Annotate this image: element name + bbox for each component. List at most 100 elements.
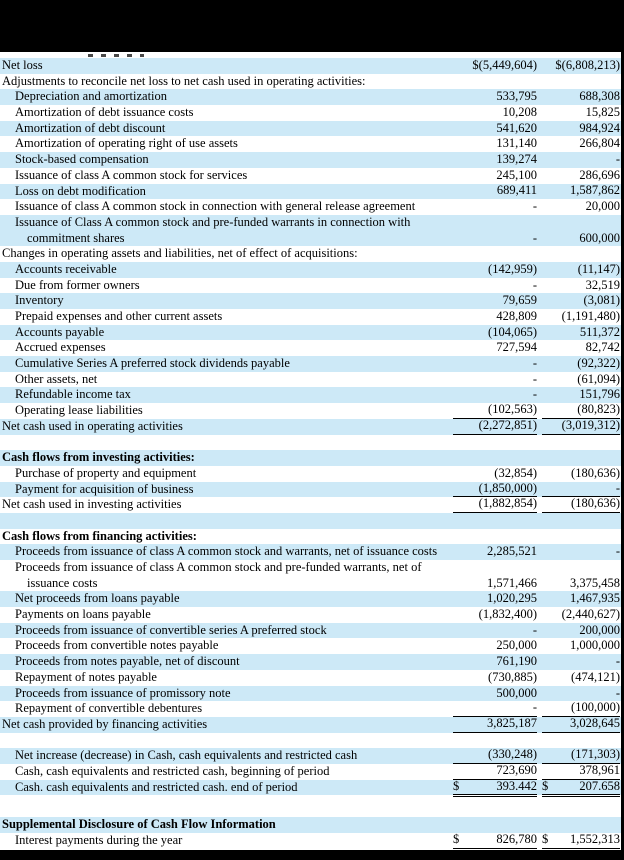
row-label-text: Operating lease liabilities bbox=[15, 403, 143, 418]
row-label: Purchase of property and equipment bbox=[2, 466, 453, 482]
value-prior-period: - bbox=[542, 481, 620, 498]
table-row: Accounts receivable (142,959) (11,147) bbox=[0, 262, 624, 278]
value-prior-period: (171,303) bbox=[542, 747, 620, 764]
amount-text: (80,823) bbox=[577, 402, 620, 417]
amount-text: - bbox=[615, 152, 620, 167]
row-label-text: Amortization of debt discount bbox=[15, 120, 166, 135]
clipped-text-remnant bbox=[88, 54, 144, 57]
row-label-text: Repayment of notes payable bbox=[15, 669, 157, 684]
value-prior-period: - bbox=[542, 544, 620, 560]
value-current-period bbox=[453, 450, 537, 466]
value-prior-period: 82,742 bbox=[542, 340, 620, 356]
value-current-period: - bbox=[453, 700, 537, 717]
value-prior-period: 3,375,458 bbox=[542, 560, 620, 591]
amount-text: - bbox=[532, 199, 537, 214]
value-prior-period: 1,587,862 bbox=[542, 183, 620, 200]
value-current-period: (2,272,851) bbox=[453, 418, 537, 435]
table-row: Proceeds from issuance of class A common… bbox=[0, 544, 624, 561]
value-current-period: - bbox=[453, 199, 537, 215]
value-prior-period bbox=[542, 246, 620, 262]
amount-text: 1,552,313 bbox=[570, 832, 620, 847]
row-label-text: Proceeds from issuance of convertible se… bbox=[15, 622, 327, 637]
table-row: Cash, cash equivalents and restricted ca… bbox=[0, 763, 624, 780]
row-label-text: Accounts payable bbox=[15, 324, 105, 339]
value-prior-period: 1,000,000 bbox=[542, 638, 620, 654]
value-prior-period: 32,519 bbox=[542, 278, 620, 294]
table-row: Depreciation and amortization 533,795 688,… bbox=[0, 89, 624, 106]
amount-text: (3,081) bbox=[583, 293, 620, 308]
row-label: Net cash used in investing activities bbox=[2, 497, 453, 513]
row-label: Proceeds from issuance of class A common… bbox=[2, 560, 453, 591]
row-label: Amortization of operating right of use a… bbox=[2, 136, 453, 152]
table-row: Cash flows from financing activities: bbox=[0, 528, 624, 545]
value-prior-period: 151,796 bbox=[542, 387, 620, 403]
value-prior-period bbox=[542, 529, 620, 545]
row-label: Amortization of debt issuance costs bbox=[2, 105, 453, 121]
table-row: Repayment of notes payable (730,885) (474,… bbox=[0, 670, 624, 686]
amount-text: (61,094) bbox=[577, 371, 620, 386]
table-row: Changes in operating assets and liabilit… bbox=[0, 246, 624, 262]
dollar-sign: $ bbox=[453, 832, 460, 847]
value-current-period: 131,140 bbox=[453, 136, 537, 152]
amount-text: 207.658 bbox=[579, 778, 620, 793]
row-label-text: Other assets, net bbox=[15, 371, 98, 386]
row-label: Other assets, net bbox=[2, 372, 453, 388]
row-label: Net cash provided by financing activitie… bbox=[2, 717, 453, 733]
value-current-period bbox=[453, 246, 537, 262]
dollar-sign: $ bbox=[542, 832, 549, 847]
row-label-text: Loss on debt modification bbox=[15, 183, 146, 198]
amount-text: (104,065) bbox=[488, 324, 537, 339]
value-current-period: 10,208 bbox=[453, 105, 537, 121]
table-row: Proceeds from issuance of class A common… bbox=[0, 560, 624, 592]
table-row: Purchase of property and equipment (32,85… bbox=[0, 466, 624, 482]
value-current-period: 2,285,521 bbox=[453, 544, 537, 560]
value-prior-period: $207.658 bbox=[542, 778, 620, 797]
row-label-text: Accrued expenses bbox=[15, 340, 106, 355]
table-row: Net cash used in operating activities (2,… bbox=[0, 418, 624, 435]
row-label-text: Depreciation and amortization bbox=[15, 89, 168, 104]
row-label: Cash flows from financing activities: bbox=[2, 529, 453, 545]
row-label: Net increase (decrease) in Cash, cash eq… bbox=[2, 748, 453, 764]
amount-text: 533,795 bbox=[496, 89, 537, 104]
value-prior-period: (100,000) bbox=[542, 700, 620, 717]
amount-text: (100,000) bbox=[571, 700, 620, 715]
top-redaction-bar bbox=[0, 0, 624, 52]
value-current-period: (142,959) bbox=[453, 262, 537, 278]
table-row: Net cash used in investing activities (1,… bbox=[0, 496, 624, 513]
row-label-text: Repayment of convertible debentures bbox=[15, 701, 203, 716]
value-current-period: (1,832,400) bbox=[453, 607, 537, 623]
row-label-text: Changes in operating assets and liabilit… bbox=[2, 246, 358, 261]
amount-text: 688,308 bbox=[579, 89, 620, 104]
value-current-period: (102,563) bbox=[453, 402, 537, 419]
row-label-text: Issuance of Class A common stock and pre… bbox=[15, 214, 411, 229]
amount-text: 1,467,935 bbox=[570, 591, 620, 606]
value-prior-period: 286,696 bbox=[542, 168, 620, 184]
clipped-row-strip bbox=[0, 52, 624, 58]
value-current-period: $393.442 bbox=[453, 779, 537, 797]
table-row: Repayment of convertible debentures - (100… bbox=[0, 700, 624, 717]
value-current-period: 428,809 bbox=[453, 309, 537, 325]
row-label: Accounts payable bbox=[2, 325, 453, 341]
value-prior-period: - bbox=[542, 152, 620, 168]
row-label: Refundable income tax bbox=[2, 387, 453, 403]
row-label-text: Net cash used in operating activities bbox=[2, 418, 183, 433]
value-current-period: (32,854) bbox=[453, 466, 537, 482]
value-current-period: - bbox=[453, 356, 537, 372]
value-prior-period: 984,924 bbox=[542, 121, 620, 137]
amount-text: - bbox=[532, 622, 537, 637]
amount-text: 428,809 bbox=[496, 309, 537, 323]
table-row: Payment for acquisition of business (1,85… bbox=[0, 481, 624, 498]
table-row: Net increase (decrease) in Cash, cash eq… bbox=[0, 747, 624, 764]
row-label-text: Proceeds from convertible notes payable bbox=[15, 638, 219, 653]
value-prior-period bbox=[542, 450, 620, 466]
amount-text: 32,519 bbox=[585, 277, 620, 292]
value-prior-period: $1,552,313 bbox=[542, 832, 620, 851]
amount-text: - bbox=[532, 371, 537, 386]
row-label: Repayment of convertible debentures bbox=[2, 701, 453, 717]
table-row: Operating lease liabilities (102,563) (80,… bbox=[0, 402, 624, 419]
amount-text: (180,636) bbox=[571, 465, 620, 480]
table-row: Other assets, net - (61,094) bbox=[0, 372, 624, 388]
table-row: Due from former owners - 32,519 bbox=[0, 278, 624, 294]
table-row: Interest payments during the year $826,78… bbox=[0, 832, 624, 851]
table-row: Inventory 79,659 (3,081) bbox=[0, 293, 624, 310]
